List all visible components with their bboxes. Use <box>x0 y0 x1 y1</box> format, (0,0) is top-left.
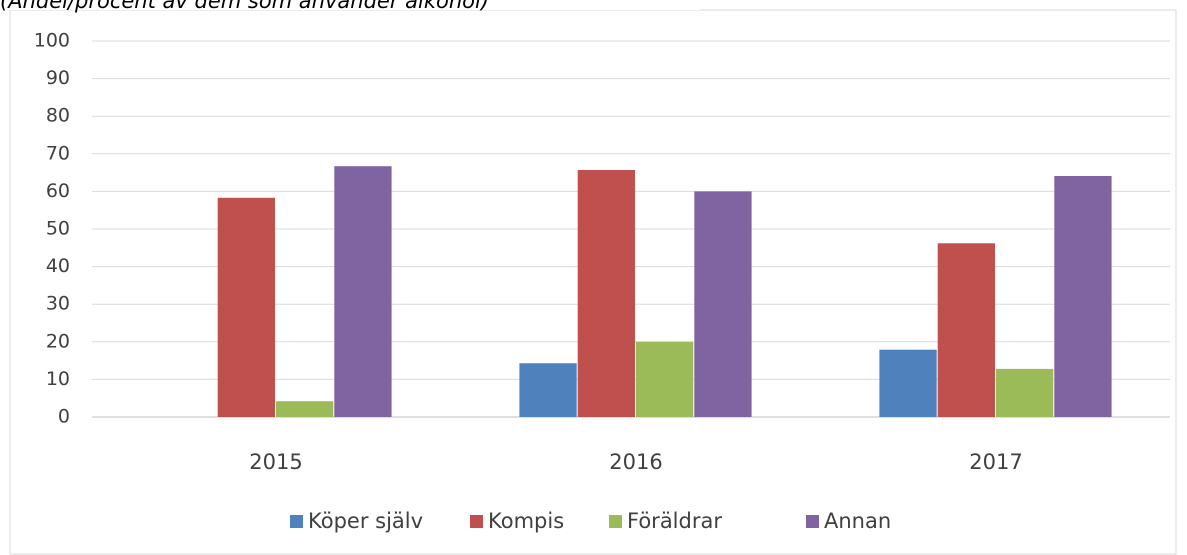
x-tick-label: 2016 <box>609 450 662 474</box>
subtitle-background <box>0 0 700 10</box>
legend-swatch <box>470 515 483 528</box>
y-tick-label: 10 <box>46 368 70 390</box>
legend-label: Köper själv <box>308 509 423 533</box>
y-tick-label: 40 <box>46 255 70 277</box>
bar <box>1054 175 1112 417</box>
y-tick-label: 20 <box>46 330 70 352</box>
legend-swatch <box>806 515 819 528</box>
x-tick-label: 2015 <box>249 450 302 474</box>
y-tick-label: 0 <box>58 406 70 428</box>
x-tick-label: 2017 <box>969 450 1022 474</box>
y-tick-label: 80 <box>46 105 70 127</box>
legend-label: Annan <box>824 509 891 533</box>
legend-swatch <box>290 515 303 528</box>
bar <box>519 363 577 417</box>
y-tick-label: 30 <box>46 293 70 315</box>
y-tick-label: 50 <box>46 218 70 240</box>
bar <box>879 349 937 417</box>
bar <box>694 191 752 417</box>
legend-swatch <box>609 515 622 528</box>
bar <box>636 341 694 417</box>
y-tick-label: 100 <box>34 30 70 52</box>
y-tick-label: 70 <box>46 142 70 164</box>
bar <box>937 243 995 417</box>
bar <box>996 368 1054 417</box>
legend-label: Kompis <box>488 509 564 533</box>
chart-subtitle: (Andel/procent av dem som använder alkoh… <box>0 0 489 13</box>
bar <box>577 169 635 417</box>
bar <box>334 166 392 417</box>
legend-label: Föräldrar <box>627 509 722 533</box>
y-tick-label: 60 <box>46 180 70 202</box>
bar <box>217 197 275 417</box>
y-tick-label: 90 <box>46 67 70 89</box>
bar <box>276 401 334 417</box>
